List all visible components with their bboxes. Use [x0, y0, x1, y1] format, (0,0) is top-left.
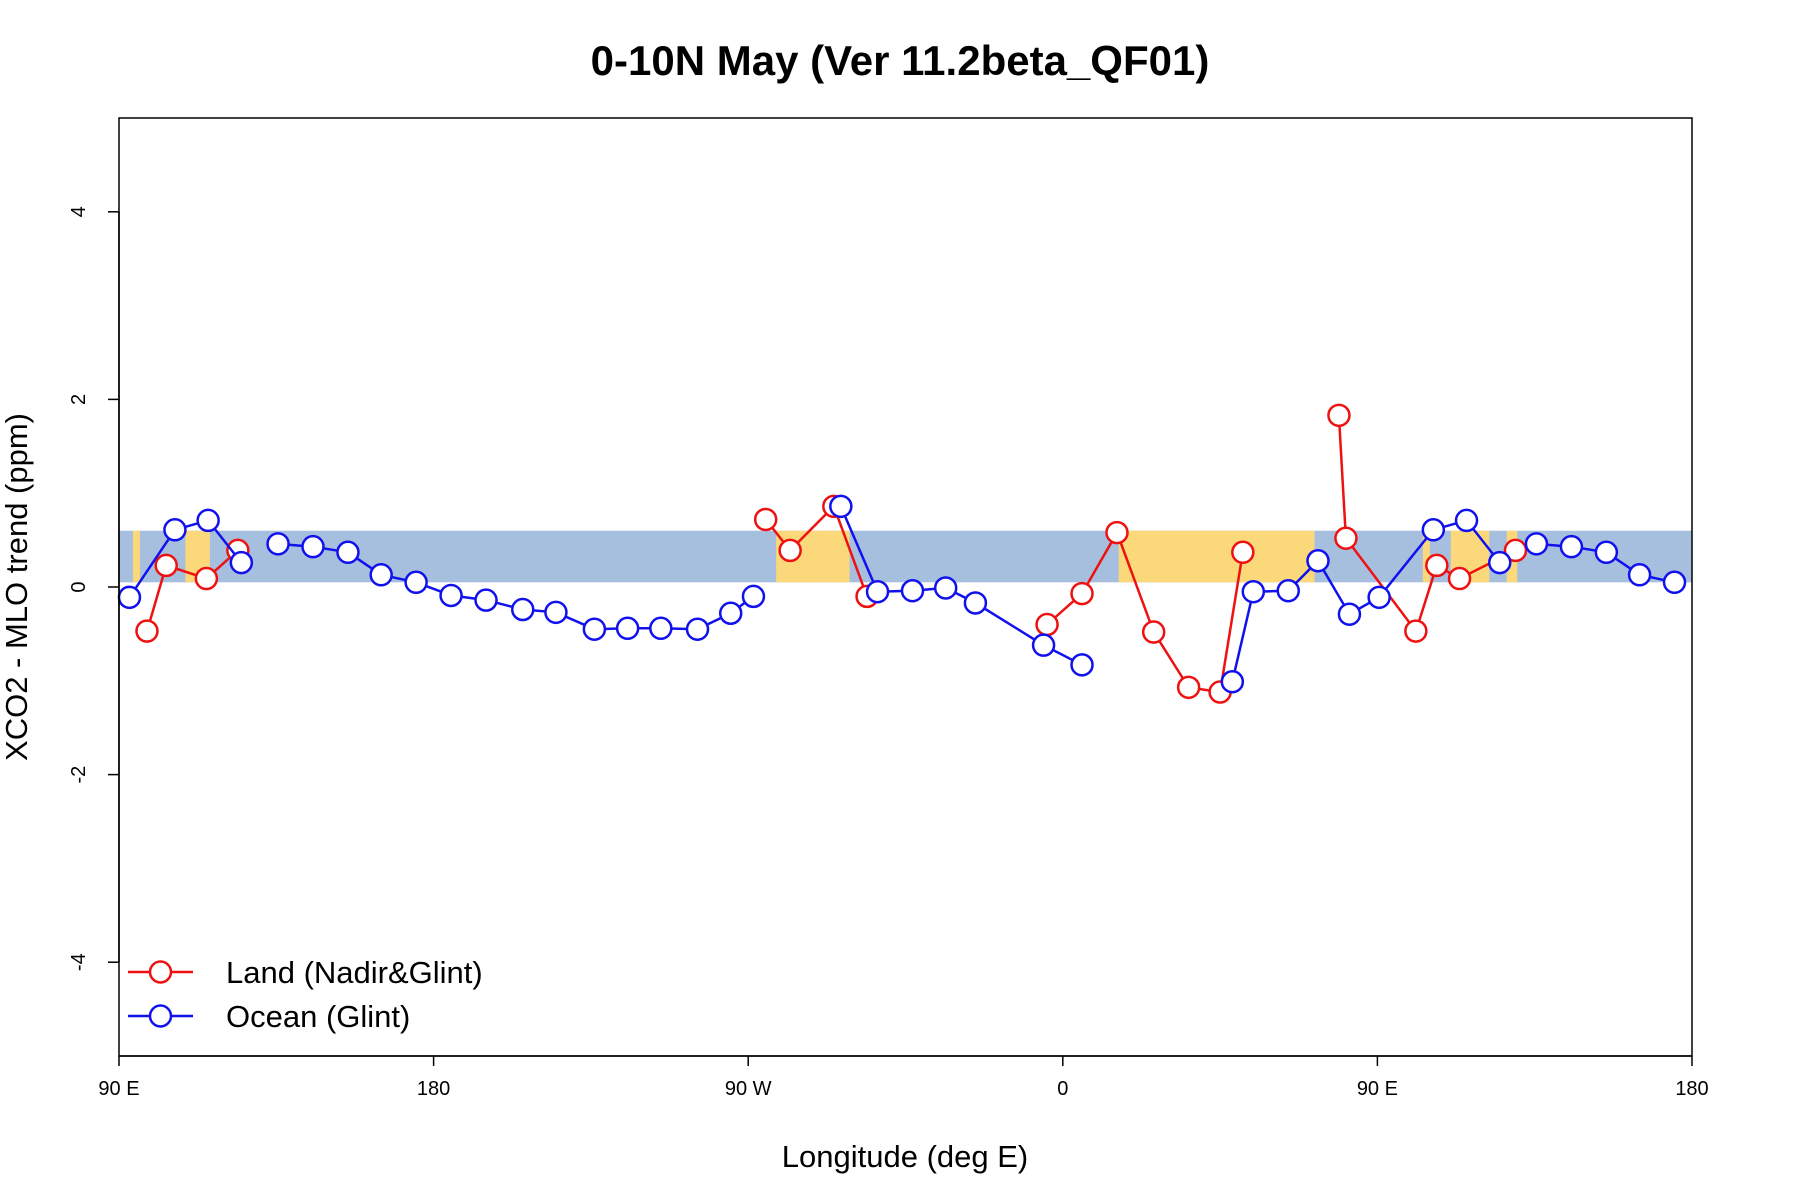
x-axis: 90 E 180 90 W 0 90 E 180	[98, 1055, 1709, 1100]
series-line	[128, 518, 243, 598]
data-point	[1454, 508, 1479, 533]
data-point	[829, 494, 853, 519]
y-tick-label: 0	[68, 581, 90, 592]
chart-title: 0-10N May (Ver 11.2beta_QF01)	[591, 37, 1210, 84]
data-point	[135, 619, 159, 643]
data-point	[1220, 669, 1245, 694]
data-point	[474, 588, 498, 612]
data-point	[1334, 526, 1358, 550]
data-point	[1447, 566, 1472, 591]
data-point	[1241, 579, 1266, 604]
data-point	[1503, 538, 1528, 563]
data-point	[1105, 520, 1129, 545]
ocean-series	[117, 494, 1687, 694]
legend-ocean-marker	[148, 1004, 173, 1028]
data-point	[229, 550, 254, 575]
data-point	[544, 600, 568, 625]
data-point	[741, 584, 766, 609]
data-point	[154, 553, 178, 578]
series-layer	[117, 403, 1687, 704]
y-axis: -4 -2 0 2 4	[68, 206, 120, 971]
data-point	[1327, 403, 1351, 428]
x-axis-label: Longitude (deg E)	[782, 1139, 1028, 1174]
x-tick-label: 0	[1057, 1078, 1068, 1100]
data-point	[649, 616, 673, 641]
data-point	[1070, 653, 1094, 677]
data-point	[1421, 518, 1446, 542]
data-point	[1176, 675, 1201, 700]
data-point	[753, 507, 778, 532]
data-point	[439, 583, 463, 608]
data-point	[718, 601, 743, 626]
data-point	[301, 534, 325, 559]
data-point	[1035, 612, 1059, 637]
data-point	[510, 597, 535, 622]
data-point	[1031, 633, 1056, 657]
legend: Land (Nadir&Glint) Ocean (Glint)	[128, 955, 483, 1034]
data-point	[117, 585, 142, 610]
land-series	[135, 403, 1528, 704]
x-tick-label: 180	[417, 1078, 450, 1100]
land-region	[1118, 530, 1315, 583]
x-tick-label: 90 W	[725, 1078, 772, 1100]
data-point	[900, 579, 925, 603]
data-point	[1337, 602, 1362, 626]
data-point	[1662, 570, 1687, 595]
data-point	[865, 579, 890, 604]
data-point	[615, 616, 640, 641]
data-point	[1559, 534, 1584, 559]
series-line	[145, 549, 239, 632]
data-point	[1141, 620, 1166, 644]
data-point	[196, 508, 220, 533]
x-tick-label: 90 E	[98, 1078, 139, 1100]
data-point	[1276, 579, 1301, 603]
data-point	[1404, 619, 1428, 643]
data-point	[582, 617, 607, 641]
data-point	[1627, 563, 1652, 587]
data-point	[336, 540, 360, 565]
land-region	[818, 530, 850, 583]
land-region	[1422, 530, 1430, 583]
x-tick-label: 90 E	[1357, 1078, 1398, 1100]
y-axis-label: XCO2 - MLO trend (ppm)	[0, 413, 34, 761]
data-point	[194, 566, 219, 591]
data-point	[963, 591, 988, 615]
data-point	[163, 518, 187, 542]
data-point	[1367, 585, 1391, 610]
data-point	[1306, 548, 1330, 573]
legend-land-label: Land (Nadir&Glint)	[226, 955, 483, 990]
legend-land-marker	[148, 960, 173, 984]
data-point	[1070, 581, 1094, 606]
data-point	[685, 617, 710, 641]
data-point	[404, 570, 428, 595]
series-line	[764, 504, 869, 597]
y-tick-label: -4	[68, 953, 90, 971]
data-point	[933, 576, 958, 600]
legend-ocean-label: Ocean (Glint)	[226, 999, 410, 1034]
y-tick-label: -2	[68, 766, 90, 784]
data-point	[1231, 540, 1255, 565]
y-tick-label: 4	[68, 206, 90, 217]
data-point	[1487, 550, 1512, 575]
data-point	[1524, 532, 1549, 556]
data-point	[369, 563, 393, 587]
data-point	[1425, 553, 1449, 578]
land-region	[132, 530, 140, 583]
y-tick-label: 2	[68, 394, 90, 405]
data-point	[778, 538, 802, 563]
data-point	[266, 532, 290, 556]
data-point	[1594, 540, 1619, 565]
x-tick-label: 180	[1675, 1078, 1708, 1100]
